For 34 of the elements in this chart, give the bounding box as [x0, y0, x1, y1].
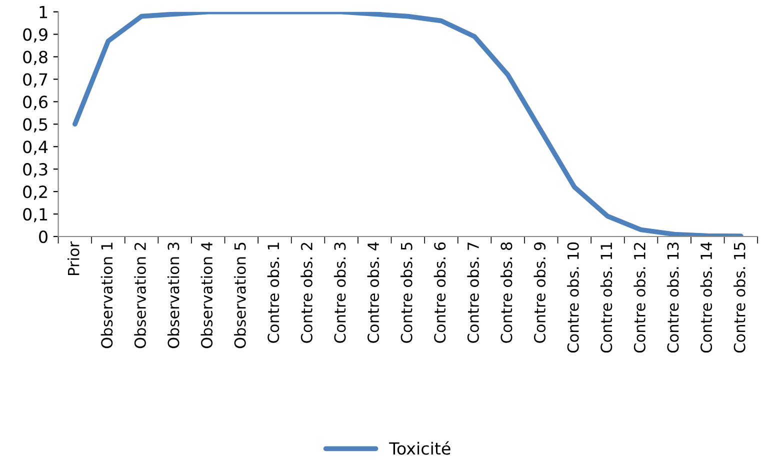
- x-tick-label: Contre obs. 6: [434, 242, 446, 343]
- x-tick-label: Observation 1: [100, 242, 113, 348]
- y-tick-label: 1: [40, 6, 48, 18]
- x-tick-label: Contre obs. 14: [700, 242, 712, 353]
- y-tick-label: 0: [39, 230, 48, 244]
- x-tick-label: Observation 4: [200, 242, 213, 348]
- x-tick-label: Contre obs. 12: [634, 242, 646, 353]
- x-tick-label: Contre obs. 1: [267, 242, 280, 343]
- y-tick-label: 0,2: [23, 186, 47, 200]
- x-tick-label: Contre obs. 4: [367, 242, 380, 343]
- x-tick-label: Contre obs. 9: [534, 242, 546, 343]
- y-tick-label: 0,4: [23, 140, 48, 155]
- x-tick-label: Contre obs. 8: [500, 242, 512, 343]
- x-tick-label: Prior: [68, 241, 80, 275]
- x-tick-label: Contre obs. 15: [734, 242, 746, 353]
- y-tick-label: 0,5: [23, 118, 48, 132]
- x-tick-label: Contre obs. 11: [600, 242, 612, 353]
- y-tick-label: 0,3: [23, 163, 48, 178]
- x-tick-label: Contre obs. 7: [467, 242, 479, 343]
- y-tick-label: 0,9: [23, 28, 48, 43]
- x-tick-label: Observation 5: [234, 242, 246, 348]
- y-tick-label: 0,1: [23, 208, 48, 222]
- x-tick-label: Observation 3: [167, 242, 180, 348]
- x-tick-label: Contre obs. 10: [567, 242, 579, 353]
- y-tick-label: 0,7: [23, 73, 48, 88]
- y-tick-label: 0,6: [23, 96, 48, 110]
- x-tick-label: Contre obs. 5: [400, 242, 412, 343]
- y-tick-label: 0,8: [23, 50, 48, 66]
- x-tick-label: Observation 2: [134, 242, 146, 348]
- legend-label: Toxicité: [389, 441, 450, 455]
- x-tick-label: Contre obs. 3: [334, 242, 346, 343]
- x-tick-label: Contre obs. 2: [300, 242, 312, 343]
- line-series: [72, 12, 744, 236]
- x-tick-label: Contre obs. 13: [666, 242, 679, 353]
